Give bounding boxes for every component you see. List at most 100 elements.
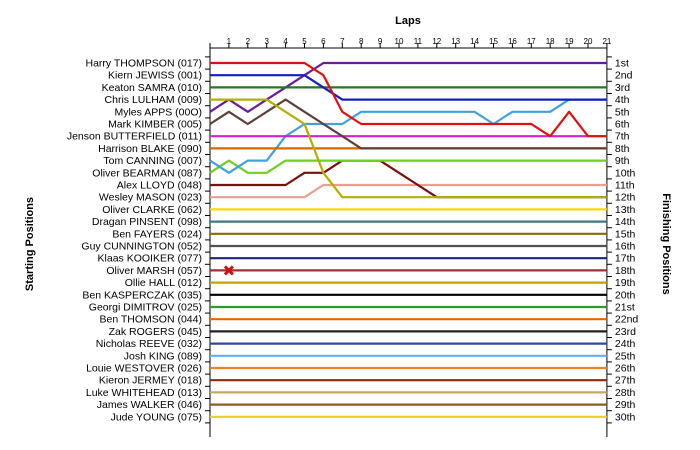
lap-label: 20: [584, 37, 593, 46]
driver-label: Harrison BLAKE (090): [98, 143, 202, 155]
driver-label: Kiern JEWISS (001): [108, 70, 202, 82]
finishing-position-label: 30th: [615, 411, 636, 423]
driver-line: [209, 61, 607, 113]
driver-line: [209, 159, 607, 174]
driver-label: Jenson BUTTERFIELD (011): [67, 131, 202, 143]
lap-label: 7: [340, 37, 345, 46]
driver-line: [210, 98, 607, 199]
finishing-position-label: 16th: [615, 241, 636, 253]
driver-label: Kieron JERMEY (018): [99, 375, 202, 387]
lap-label: 13: [451, 37, 460, 46]
driver-label: Oliver MARSH (057): [106, 265, 202, 277]
driver-label: Guy CUNNINGTON (052): [81, 241, 202, 253]
lap-label: 15: [489, 37, 498, 46]
finishing-position-label: 17th: [615, 253, 636, 265]
driver-label: Ollie HALL (012): [125, 277, 202, 289]
finishing-position-label: 12th: [615, 192, 636, 204]
lap-label: 2: [246, 37, 251, 46]
driver-label: Georgi DIMITROV (025): [89, 302, 202, 314]
retirement-marker: [223, 265, 234, 276]
driver-label: Wesley MASON (023): [99, 192, 202, 204]
lap-label: 1: [227, 37, 232, 46]
driver-label: Keaton SAMRA (010): [102, 82, 202, 94]
driver-lines: [209, 61, 607, 418]
driver-label: Chris LULHAM (009): [105, 94, 202, 106]
driver-line: [210, 74, 607, 101]
lap-label: 9: [378, 37, 383, 46]
driver-label: Harry THOMPSON (017): [86, 58, 203, 70]
finishing-position-label: 13th: [615, 204, 636, 216]
driver-label: Ben KASPERCZAK (035): [82, 289, 202, 301]
lap-label: 17: [527, 37, 536, 46]
marker-stroke: [223, 265, 234, 276]
driver-label: Alex LLOYD (048): [117, 180, 202, 192]
finishing-position-label: 18th: [615, 265, 636, 277]
finishing-position-label: 29th: [615, 399, 636, 411]
lap-label: 12: [432, 37, 441, 46]
markers: [223, 265, 234, 276]
lap-label: 16: [508, 37, 517, 46]
driver-label: Oliver CLARKE (062): [102, 204, 202, 216]
driver-label: Zak ROGERS (045): [109, 326, 202, 338]
lap-label: 4: [283, 37, 288, 46]
position-labels: 1st2nd3rd4th5th6th7th8th9th10th11th12th1…: [615, 58, 639, 424]
finishing-position-label: 22nd: [615, 314, 639, 326]
finishing-position-label: 23rd: [615, 326, 636, 338]
finishing-position-label: 11th: [615, 180, 635, 192]
lap-label: 18: [546, 37, 555, 46]
finishing-position-label: 27th: [615, 375, 636, 387]
driver-label: Dragan PINSENT (098): [92, 216, 202, 228]
finishing-position-label: 2nd: [615, 70, 633, 82]
driver-label: Ben FAYERS (024): [112, 228, 202, 240]
y-axis-title-right: Finishing Positions: [660, 193, 672, 294]
driver-line: [210, 159, 607, 199]
finishing-position-label: 7th: [615, 131, 630, 143]
lap-label: 5: [302, 37, 307, 46]
grid: [205, 43, 612, 437]
lap-label: 19: [565, 37, 574, 46]
finishing-position-label: 19th: [615, 277, 636, 289]
driver-label: Klaas KOOIKER (077): [98, 253, 202, 265]
lap-label: 8: [359, 37, 364, 46]
driver-label: James WALKER (046): [97, 399, 202, 411]
lap-label: 14: [470, 37, 479, 46]
finishing-position-label: 10th: [615, 167, 636, 179]
driver-label: Nicholas REEVE (032): [96, 338, 202, 350]
finishing-position-label: 1st: [615, 58, 629, 70]
driver-line: [210, 61, 607, 138]
finishing-position-label: 20th: [615, 289, 636, 301]
driver-label: Ben THOMSON (044): [99, 314, 202, 326]
lap-label: 11: [414, 37, 423, 46]
driver-label: Oliver BEARMAN (087): [92, 167, 202, 179]
finishing-position-label: 28th: [615, 387, 636, 399]
finishing-position-label: 14th: [615, 216, 636, 228]
driver-label: Josh KING (089): [124, 350, 202, 362]
driver-label: Jude YOUNG (075): [111, 411, 202, 423]
driver-labels: Harry THOMPSON (017)Kiern JEWISS (001)Ke…: [67, 58, 202, 424]
driver-label: Luke WHITEHEAD (013): [86, 387, 202, 399]
lap-label: 21: [602, 37, 611, 46]
finishing-position-label: 15th: [615, 228, 636, 240]
driver-label: Mark KIMBER (005): [108, 119, 202, 131]
finishing-position-label: 24th: [615, 338, 636, 350]
finishing-position-label: 21st: [615, 302, 635, 314]
lap-label: 6: [321, 37, 326, 46]
finishing-position-label: 4th: [615, 94, 630, 106]
finishing-position-label: 26th: [615, 363, 636, 375]
driver-label: Louie WESTOVER (026): [86, 363, 202, 375]
y-axis-title-left: Starting Positions: [24, 197, 36, 291]
finishing-position-label: 6th: [615, 119, 630, 131]
chart-title: Laps: [395, 15, 421, 27]
lap-labels: 1 2 3 4 5 6 7 8 9 10 11 12 13 14 15 16 17 18 19 20 21: [227, 37, 612, 46]
finishing-position-label: 25th: [615, 350, 636, 362]
driver-label: Myles APPS (00O): [114, 106, 202, 118]
finishing-position-label: 3rd: [615, 82, 630, 94]
driver-label: Tom CANNING (007): [103, 155, 202, 167]
finishing-position-label: 5th: [615, 106, 630, 118]
lap-label: 10: [395, 37, 404, 46]
driver-line: [210, 183, 607, 199]
lap-label: 3: [264, 37, 269, 46]
finishing-position-label: 9th: [615, 155, 630, 167]
finishing-position-label: 8th: [615, 143, 630, 155]
